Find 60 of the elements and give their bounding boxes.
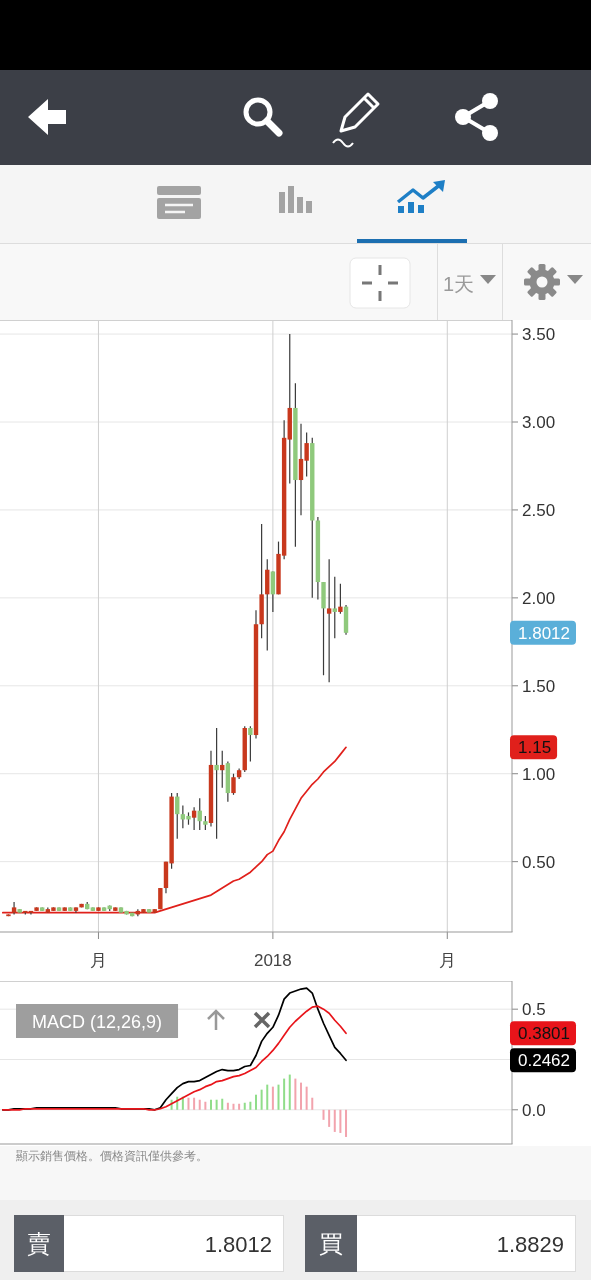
- bar: [345, 1109, 348, 1137]
- text: 1天: [443, 273, 475, 295]
- bar: [260, 1089, 263, 1110]
- y-tick-label: 0.50: [522, 852, 556, 872]
- bar: [311, 1097, 314, 1110]
- candlestick: [231, 773, 236, 796]
- bar: [243, 1102, 246, 1110]
- line-series: [1, 746, 347, 914]
- bar: [266, 1084, 269, 1110]
- y-tick-label: 0.0: [522, 1100, 546, 1120]
- x-tick-label: 月: [438, 951, 456, 970]
- bar: [271, 1086, 274, 1110]
- bar: [193, 1097, 196, 1110]
- y-tick-label: 0.5: [522, 1000, 546, 1020]
- text: 1.8012: [518, 623, 570, 643]
- bar: [209, 1099, 212, 1110]
- bar: [328, 1109, 331, 1127]
- candlestick: [214, 727, 219, 840]
- bar: [215, 1099, 218, 1110]
- bar: [249, 1101, 252, 1110]
- y-tick-label: 3.00: [522, 413, 556, 432]
- bar: [322, 1109, 325, 1120]
- y-tick-label: 2.50: [522, 500, 556, 520]
- text: 買: [319, 1230, 343, 1257]
- candlestick: [332, 576, 337, 639]
- text: 1.15: [518, 738, 552, 758]
- bar: [283, 1078, 286, 1110]
- text: 顯示銷售價格。價格資訊僅供參考。: [16, 1150, 208, 1163]
- bar: [305, 1086, 308, 1110]
- bar: [288, 1074, 291, 1110]
- bar: [333, 1109, 336, 1132]
- y-tick-label: 2.00: [522, 588, 556, 608]
- text: 賣: [27, 1230, 51, 1257]
- bar: [232, 1103, 235, 1110]
- bar: [255, 1094, 257, 1110]
- text: 1.8012: [204, 1232, 272, 1257]
- bar: [238, 1103, 241, 1110]
- candlestick: [248, 725, 253, 763]
- bar: [221, 1098, 224, 1110]
- bar: [300, 1082, 303, 1110]
- text: 1.8829: [496, 1232, 564, 1257]
- y-tick-label: 1.50: [522, 676, 556, 696]
- bar: [204, 1101, 207, 1110]
- candlestick: [338, 583, 343, 615]
- bar: [339, 1109, 342, 1133]
- bar: [198, 1099, 201, 1110]
- text: MACD (12,26,9): [32, 1012, 163, 1032]
- candlestick: [191, 806, 197, 831]
- candlestick: [326, 558, 332, 683]
- candlestick: [270, 570, 276, 613]
- y-tick-label: 3.50: [522, 325, 556, 345]
- bar: [277, 1084, 280, 1110]
- y-tick-label: 1.00: [522, 764, 556, 784]
- bar: [294, 1078, 297, 1110]
- text: 0.2462: [518, 1051, 570, 1071]
- x-tick-label: 月: [89, 951, 107, 970]
- x-tick-label: 2018: [253, 951, 292, 970]
- bar: [226, 1102, 229, 1110]
- text: 0.3801: [518, 1024, 570, 1044]
- bar: [187, 1097, 190, 1110]
